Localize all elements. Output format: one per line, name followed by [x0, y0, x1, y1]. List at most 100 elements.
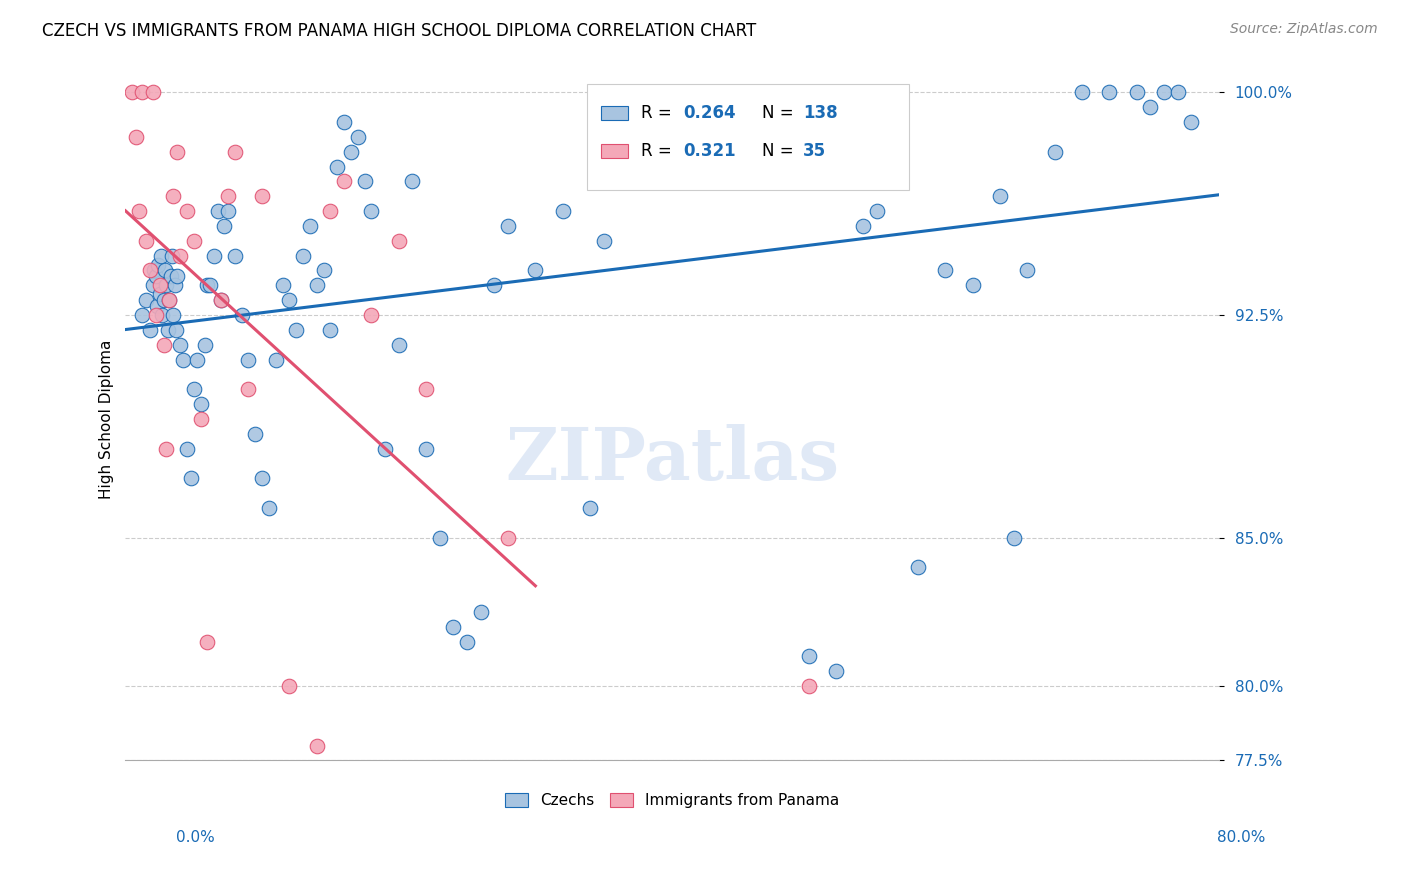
- Point: [224, 249, 246, 263]
- Point: [245, 426, 267, 441]
- Point: [285, 323, 308, 337]
- Point: [162, 308, 184, 322]
- Point: [388, 337, 411, 351]
- Point: [797, 679, 820, 693]
- Point: [224, 145, 246, 159]
- Point: [121, 85, 143, 99]
- Point: [456, 634, 478, 648]
- Point: [159, 269, 181, 284]
- Point: [172, 352, 194, 367]
- Point: [305, 278, 328, 293]
- FancyBboxPatch shape: [600, 106, 628, 120]
- Point: [190, 397, 212, 411]
- Point: [278, 293, 301, 307]
- Point: [169, 337, 191, 351]
- Point: [429, 531, 451, 545]
- Point: [326, 160, 349, 174]
- Point: [496, 531, 519, 545]
- Point: [183, 382, 205, 396]
- Point: [149, 278, 172, 293]
- Point: [592, 234, 614, 248]
- Point: [157, 293, 180, 307]
- Point: [879, 100, 901, 114]
- Point: [470, 605, 492, 619]
- Point: [866, 204, 889, 219]
- Point: [579, 500, 602, 515]
- Point: [319, 323, 342, 337]
- Point: [152, 293, 174, 307]
- Point: [125, 129, 148, 144]
- Point: [825, 665, 848, 679]
- Point: [962, 278, 984, 293]
- Point: [634, 129, 657, 144]
- Point: [202, 249, 225, 263]
- Point: [163, 278, 186, 293]
- Point: [165, 323, 187, 337]
- Y-axis label: High School Diploma: High School Diploma: [100, 339, 114, 499]
- Point: [907, 560, 929, 574]
- Text: 0.0%: 0.0%: [176, 830, 215, 845]
- Legend: Czechs, Immigrants from Panama: Czechs, Immigrants from Panama: [499, 787, 845, 814]
- Point: [180, 471, 202, 485]
- Point: [1098, 85, 1121, 99]
- Point: [183, 234, 205, 248]
- Point: [1180, 115, 1202, 129]
- Point: [496, 219, 519, 233]
- Point: [217, 189, 239, 203]
- Point: [156, 323, 179, 337]
- Point: [312, 263, 335, 277]
- Point: [145, 308, 167, 322]
- Point: [271, 278, 294, 293]
- Text: ZIPatlas: ZIPatlas: [505, 425, 839, 495]
- Point: [1002, 531, 1025, 545]
- Point: [166, 269, 188, 284]
- Point: [484, 278, 506, 293]
- Point: [149, 287, 172, 301]
- Point: [333, 115, 356, 129]
- Point: [250, 189, 273, 203]
- Point: [988, 189, 1011, 203]
- Text: N =: N =: [762, 142, 799, 161]
- Point: [1153, 85, 1175, 99]
- Text: 80.0%: 80.0%: [1218, 830, 1265, 845]
- Point: [374, 442, 396, 456]
- Text: 0.264: 0.264: [683, 104, 735, 122]
- Point: [298, 219, 321, 233]
- Point: [1043, 145, 1066, 159]
- Point: [150, 308, 173, 322]
- Point: [148, 258, 170, 272]
- Point: [197, 278, 219, 293]
- Point: [1017, 263, 1039, 277]
- Point: [551, 204, 574, 219]
- Point: [716, 85, 738, 99]
- Point: [688, 115, 710, 129]
- Point: [176, 442, 198, 456]
- Text: CZECH VS IMMIGRANTS FROM PANAMA HIGH SCHOOL DIPLOMA CORRELATION CHART: CZECH VS IMMIGRANTS FROM PANAMA HIGH SCH…: [42, 22, 756, 40]
- Point: [606, 160, 628, 174]
- Text: 138: 138: [803, 104, 838, 122]
- Text: R =: R =: [641, 142, 678, 161]
- Point: [770, 85, 793, 99]
- Point: [160, 249, 183, 263]
- Point: [131, 85, 153, 99]
- Point: [333, 174, 356, 188]
- Point: [146, 299, 169, 313]
- Point: [1139, 100, 1161, 114]
- Point: [250, 471, 273, 485]
- Point: [212, 219, 235, 233]
- Point: [139, 263, 162, 277]
- Point: [194, 337, 217, 351]
- Point: [238, 382, 260, 396]
- Point: [142, 278, 165, 293]
- Point: [797, 649, 820, 664]
- Point: [198, 278, 221, 293]
- Point: [152, 337, 174, 351]
- Point: [360, 204, 382, 219]
- Text: R =: R =: [641, 104, 678, 122]
- Point: [162, 189, 184, 203]
- Point: [661, 100, 683, 114]
- Point: [209, 293, 232, 307]
- Point: [934, 263, 956, 277]
- Point: [360, 308, 382, 322]
- Point: [207, 204, 229, 219]
